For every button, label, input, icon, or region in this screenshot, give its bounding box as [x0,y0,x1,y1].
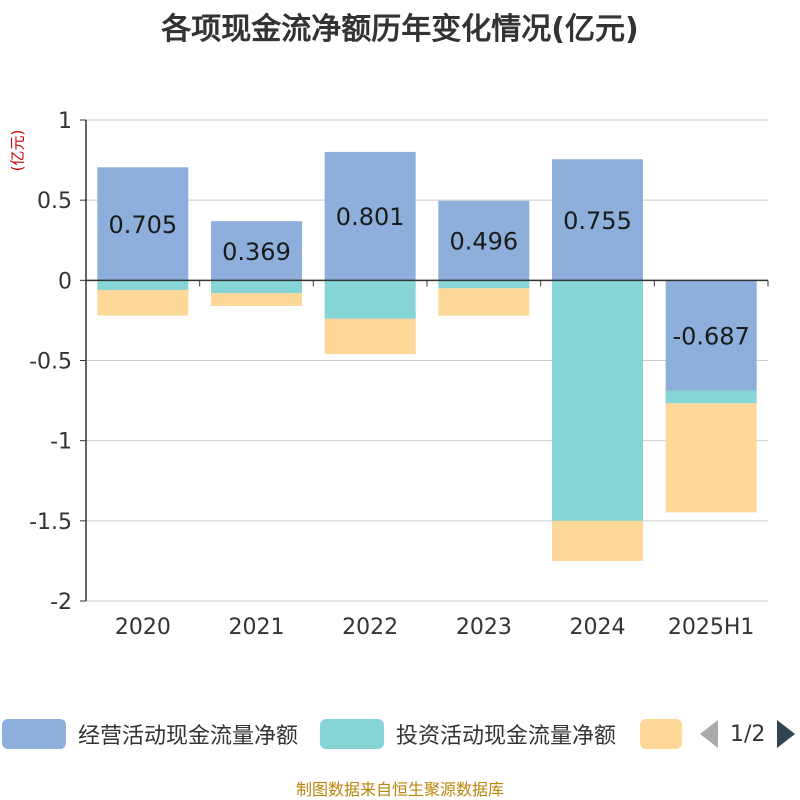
data-label: 0.705 [108,211,177,239]
legend-swatch-operating [2,719,66,749]
legend: 经营活动现金流量净额 投资活动现金流量净额 [0,716,800,756]
bar-chart: 1 0.5 0 -0.5 -1 -1.5 -2 0.705 2020 0.369 2021 0.801… [29,109,769,640]
bar-third-2024 [552,520,643,561]
data-label: 0.801 [336,203,405,231]
legend-swatch-investing [320,719,384,749]
x-tick-label: 2022 [342,615,398,640]
x-tick-label: 2021 [229,615,285,640]
y-tick-label: -2 [50,590,72,615]
bar-investing-2020 [97,280,189,290]
legend-item-third[interactable] [640,716,682,752]
legend-label-operating: 经营活动现金流量净额 [78,724,299,749]
legend-next-icon[interactable] [777,720,796,748]
bar-third-2021 [211,293,302,306]
bar-third-2020 [97,289,189,316]
bar-third-2023 [438,288,530,316]
bar-operating-2025H1 [665,280,757,391]
y-tick-label: -1.5 [29,510,72,535]
data-source: 制图数据来自恒生聚源数据库 [295,780,504,799]
legend-prev-icon[interactable] [700,720,718,748]
data-label: 0.496 [449,228,518,256]
x-tick-label: 2020 [115,615,171,640]
x-tick-label: 2024 [570,615,626,640]
y-tick-label: 1 [58,109,72,134]
bar-operating-2024 [552,159,643,281]
bar-investing-2025H1 [665,390,757,404]
data-label: 0.755 [563,207,632,235]
legend-label-investing: 投资活动现金流量净额 [396,724,617,749]
bar-investing-2024 [552,280,643,521]
y-tick-label: 0 [58,269,72,294]
legend-item-operating[interactable]: 经营活动现金流量净额 [2,716,298,752]
bar-operating-2022 [324,151,416,281]
bar-operating-2020 [97,167,189,281]
data-label: 0.369 [222,238,291,266]
bar-investing-2021 [211,280,302,294]
chart-title: 各项现金流净额历年变化情况(亿元) [161,12,639,47]
bar-operating-2021 [211,221,302,281]
legend-item-investing[interactable]: 投资活动现金流量净额 [320,716,616,752]
legend-swatch-third [640,719,682,749]
legend-page-number: 1/2 [730,721,766,747]
y-tick-label: -0.5 [29,350,72,375]
legend-pager: 1/2 [700,716,796,752]
x-tick-label: 2023 [456,615,512,640]
x-tick-label: 2025H1 [668,615,755,640]
bar-third-2022 [324,318,416,355]
bar-investing-2022 [324,280,416,319]
bar-investing-2023 [438,280,530,289]
y-tick-label: -1 [50,430,72,455]
bar-third-2025H1 [665,403,757,513]
data-label: -0.687 [672,322,749,350]
y-tick-label: 0.5 [37,189,72,214]
bar-operating-2023 [438,200,530,281]
